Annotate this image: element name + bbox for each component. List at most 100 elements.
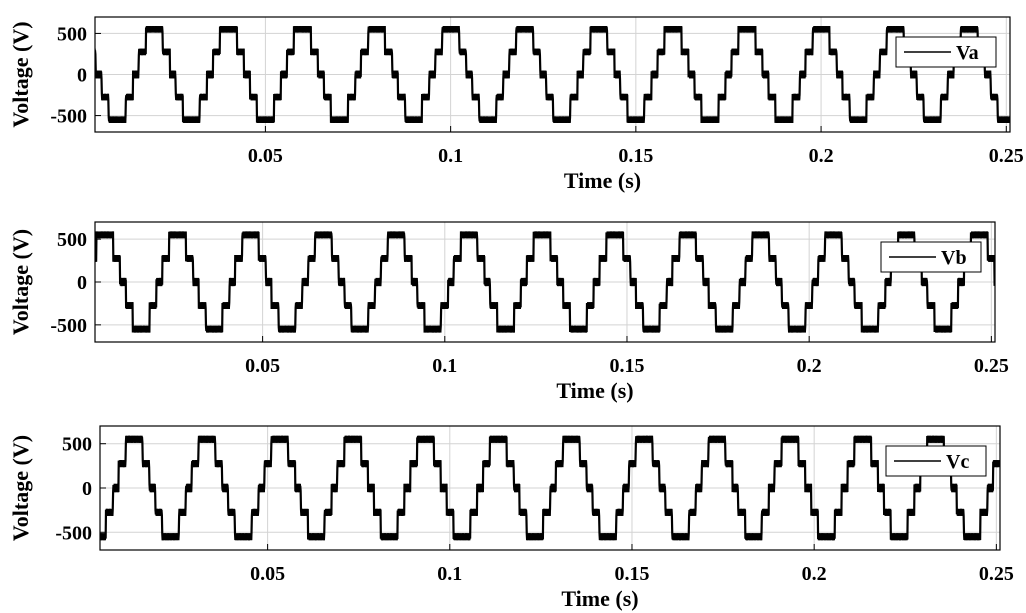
waveform-block	[543, 508, 551, 516]
waveform-block	[344, 435, 362, 443]
waveform-block	[199, 302, 206, 309]
waveform-block	[651, 70, 658, 79]
waveform-block	[550, 483, 556, 493]
waveform-block	[472, 93, 480, 101]
waveform-block	[843, 93, 850, 101]
waveform-block	[398, 93, 406, 101]
waveform-block	[672, 255, 680, 262]
waveform-block	[404, 483, 411, 493]
x-axis-label: Time (s)	[564, 168, 641, 193]
legend: Va	[895, 36, 997, 68]
x-tick-label: 0.1	[438, 145, 463, 167]
waveform-block	[410, 460, 418, 468]
waveform-block	[355, 70, 362, 79]
x-tick-label: 0.1	[432, 355, 457, 377]
x-tick-label: 0.25	[979, 563, 1014, 585]
waveform-block	[230, 277, 236, 287]
waveform-block	[616, 508, 624, 516]
waveform-block	[381, 533, 398, 541]
waveform-block	[311, 48, 319, 56]
waveform-block	[593, 277, 600, 287]
waveform-block	[207, 70, 214, 79]
waveform-block	[884, 508, 892, 516]
waveform-block	[667, 277, 673, 287]
waveform-block	[776, 277, 782, 287]
waveform-block	[496, 93, 504, 101]
waveform-block	[434, 460, 442, 468]
waveform-block	[630, 277, 637, 287]
waveform-block	[527, 255, 534, 262]
waveform-block	[222, 483, 229, 493]
waveform-block	[126, 302, 134, 309]
waveform-blocks	[95, 231, 995, 333]
waveform-block	[237, 48, 245, 56]
waveform-block	[470, 508, 478, 516]
waveform-block	[854, 302, 863, 309]
waveform-block	[126, 435, 143, 443]
waveform-block	[425, 325, 442, 333]
waveform-block	[447, 508, 454, 516]
waveform-block	[800, 70, 806, 79]
waveform-block	[825, 231, 842, 239]
waveform-block	[477, 255, 485, 262]
waveform-block	[874, 70, 881, 79]
waveform-block	[941, 93, 949, 101]
waveform-block	[811, 508, 819, 516]
x-tick-label: 0.2	[809, 145, 834, 167]
waveform-block	[599, 255, 607, 262]
legend: Vc	[885, 445, 987, 477]
waveform-block	[680, 231, 697, 239]
waveform-block	[885, 277, 892, 287]
waveform-block	[479, 116, 497, 123]
waveform-block	[259, 483, 265, 493]
waveform-block	[374, 508, 382, 516]
waveform-blocks	[95, 26, 1010, 123]
waveform-block	[866, 93, 875, 101]
waveform-block	[752, 231, 770, 239]
waveform-block	[146, 26, 163, 33]
waveform-block	[725, 70, 732, 79]
waveform-block	[782, 302, 789, 309]
waveform-block	[101, 93, 109, 101]
waveform-block	[503, 70, 510, 79]
y-tick-label: -500	[50, 315, 87, 337]
waveform-block	[113, 483, 119, 493]
waveform-block	[516, 26, 534, 33]
waveform-block	[769, 255, 776, 262]
waveform-block	[805, 483, 812, 493]
waveform-block	[830, 48, 837, 56]
waveform-block	[961, 26, 978, 33]
waveform-block	[429, 70, 436, 79]
waveform-block	[659, 302, 668, 309]
waveform-block	[133, 325, 150, 333]
waveform-block	[442, 26, 460, 33]
waveform-block	[509, 48, 517, 56]
waveform-block	[746, 255, 753, 262]
waveform-block	[935, 325, 952, 333]
chart-panel-2: 0.05 0.1 0.15 0.2 0.25 500 0 -500 Time (s) Voltag…	[8, 221, 1009, 403]
waveform-block	[701, 116, 719, 123]
waveform-block	[521, 277, 527, 287]
waveform-block	[580, 460, 587, 468]
waveform-block	[308, 533, 325, 541]
waveform-block	[287, 48, 295, 56]
waveform-block	[337, 460, 345, 468]
waveform-block	[702, 460, 709, 468]
waveform-block	[302, 277, 309, 287]
waveform-block	[296, 302, 303, 309]
waveform-block	[818, 533, 835, 541]
waveform-block	[709, 435, 726, 443]
waveform-block	[265, 460, 272, 468]
y-axis-label: Voltage (V)	[8, 229, 33, 335]
waveform-block	[740, 277, 746, 287]
x-tick-label: 0.15	[618, 145, 653, 167]
waveform-block	[412, 277, 418, 287]
waveform-block	[149, 302, 157, 309]
waveform-block	[404, 255, 413, 262]
waveform-block	[775, 116, 793, 123]
waveform-block	[636, 435, 653, 443]
waveform-block	[878, 302, 886, 309]
waveform-block	[733, 483, 739, 493]
waveform-block	[636, 302, 644, 309]
waveform-block	[351, 325, 369, 333]
